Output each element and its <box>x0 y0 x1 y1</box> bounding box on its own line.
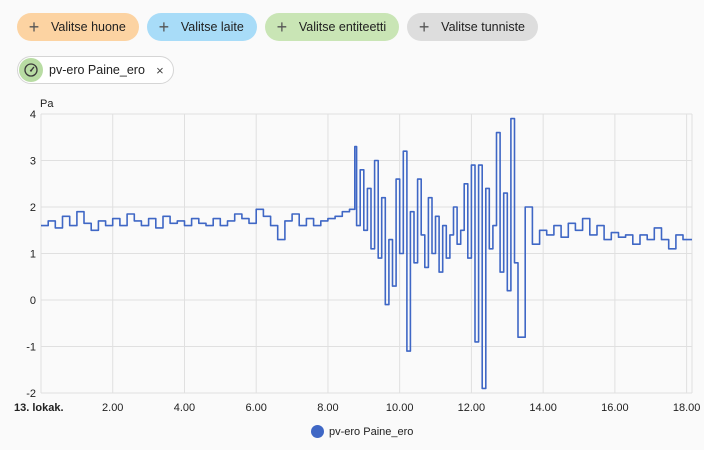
x-tick-label: 4.00 <box>174 402 195 414</box>
y-tick-label: 2 <box>30 202 36 214</box>
y-tick-label: 0 <box>30 295 36 307</box>
choose-entity-button[interactable]: + Valitse entiteetti <box>264 13 400 41</box>
choose-entity-label: Valitse entiteetti <box>298 20 387 34</box>
x-axis-ticks: 13. lokak. 2.00 4.00 6.00 8.00 10.00 12.00 14.0… <box>14 402 700 414</box>
x-tick-label: 13. lokak. <box>14 402 64 414</box>
x-tick-label: 6.00 <box>245 402 266 414</box>
selected-entity-name: pv-ero Paine_ero <box>49 63 145 77</box>
close-icon[interactable]: × <box>156 62 164 78</box>
y-tick-label: 4 <box>30 109 36 121</box>
y-tick-label: 1 <box>30 249 36 261</box>
y-tick-label: -2 <box>26 388 36 400</box>
y-axis-ticks: -2 -1 0 1 2 3 4 <box>26 109 36 400</box>
choose-device-label: Valitse laite <box>180 20 244 34</box>
x-tick-label: 12.00 <box>458 402 486 414</box>
choose-label-label: Valitse tunniste <box>441 20 526 34</box>
series-line-pv-ero-paine-ero <box>41 117 692 390</box>
x-tick-label: 18.00 <box>673 402 701 414</box>
choose-device-button[interactable]: + Valitse laite <box>146 13 257 41</box>
legend-color-dot <box>311 425 324 438</box>
plus-icon: + <box>418 17 430 37</box>
x-tick-label: 2.00 <box>102 402 123 414</box>
chart-legend-item[interactable]: pv-ero Paine_ero <box>311 425 413 438</box>
x-tick-label: 16.00 <box>601 402 629 414</box>
x-tick-label: 14.00 <box>529 402 557 414</box>
plus-icon: + <box>28 17 40 37</box>
y-tick-label: 3 <box>30 156 36 168</box>
plus-icon: + <box>158 17 170 37</box>
x-tick-label: 10.00 <box>386 402 414 414</box>
filter-chips: + Valitse huone + Valitse laite + Valits… <box>17 13 539 41</box>
chart-grid <box>40 113 693 394</box>
selected-entity-chip[interactable]: pv-ero Paine_ero × <box>17 56 174 84</box>
y-tick-label: -1 <box>26 342 36 354</box>
choose-room-button[interactable]: + Valitse huone <box>17 13 139 41</box>
plus-icon: + <box>276 17 288 37</box>
choose-label-button[interactable]: + Valitse tunniste <box>407 13 539 41</box>
choose-room-label: Valitse huone <box>51 20 126 34</box>
legend-label: pv-ero Paine_ero <box>329 425 414 438</box>
x-tick-label: 8.00 <box>317 402 338 414</box>
y-axis-unit: Pa <box>40 98 54 110</box>
gauge-icon <box>19 58 43 82</box>
